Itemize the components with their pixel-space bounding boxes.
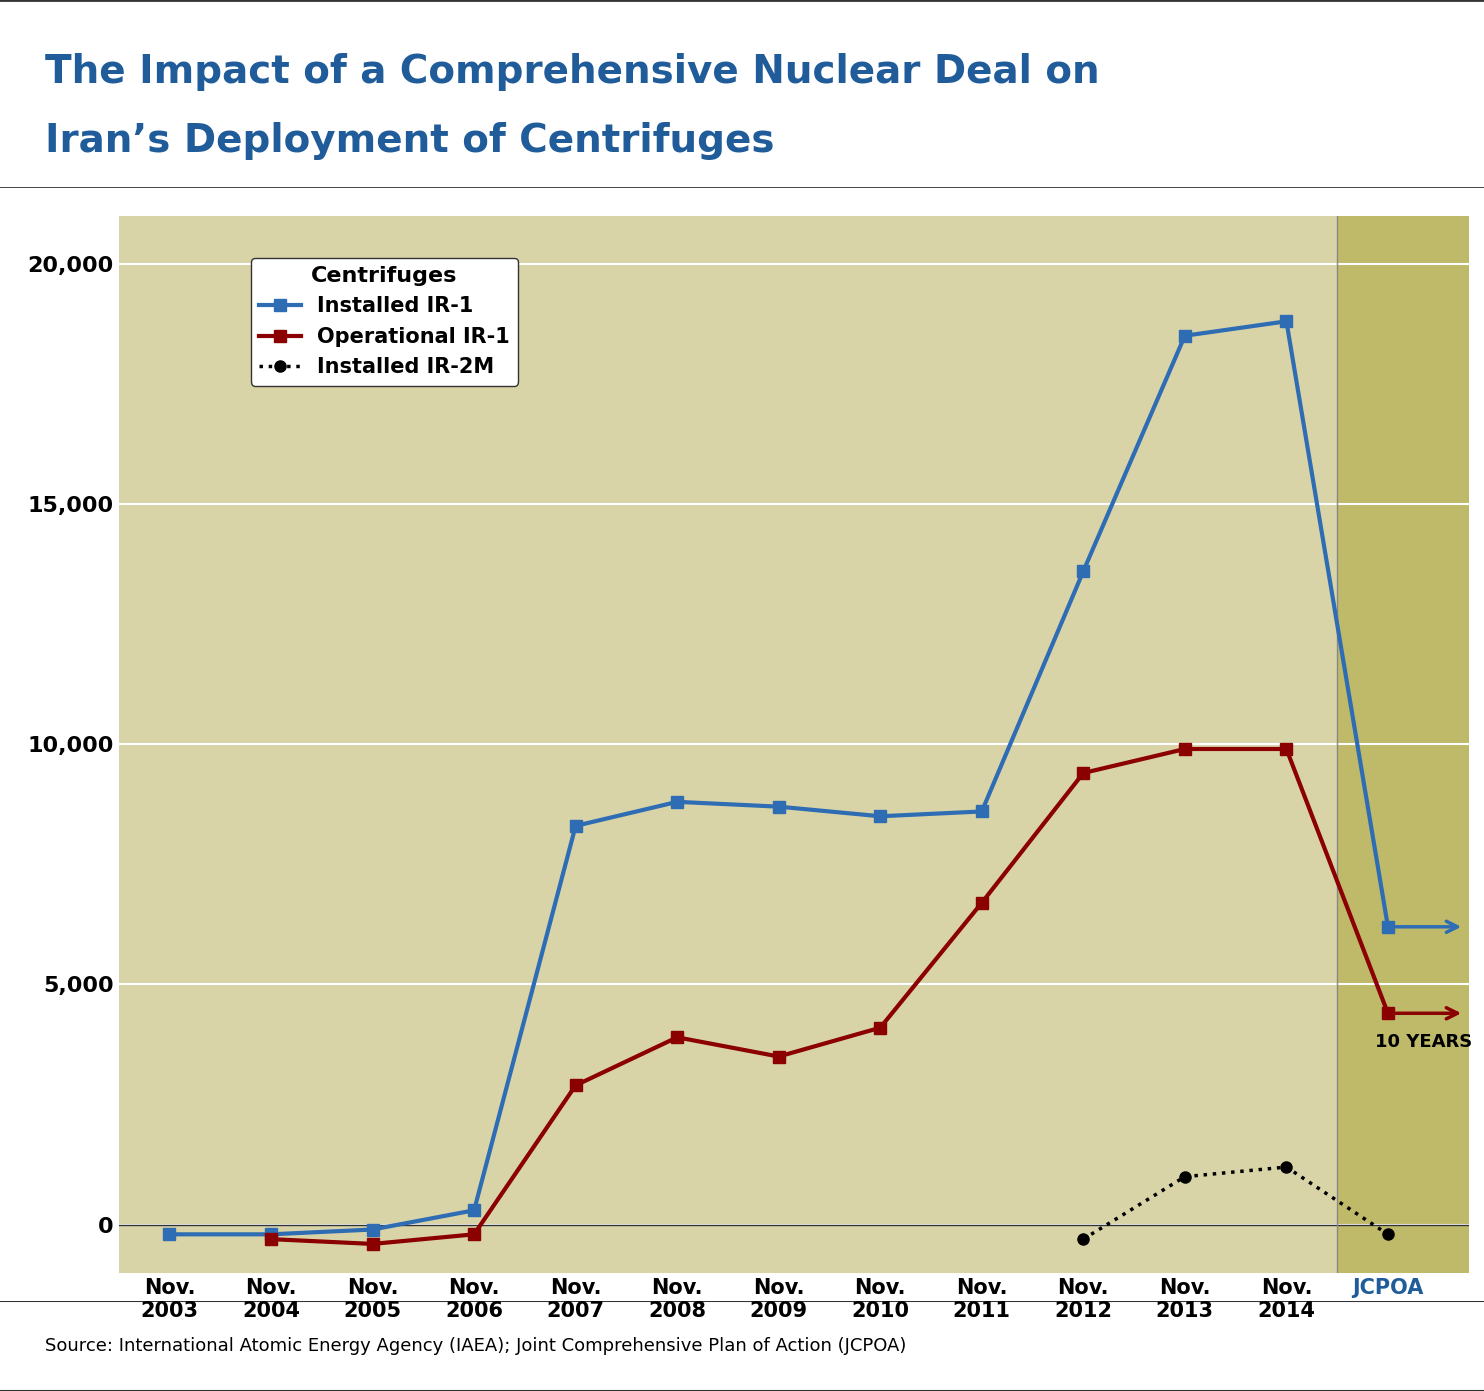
Text: 10 YEARS: 10 YEARS [1374,1032,1472,1050]
Text: Iran’s Deployment of Centrifuges: Iran’s Deployment of Centrifuges [45,122,775,160]
Text: Source: International Atomic Energy Agency (IAEA); Joint Comprehensive Plan of A: Source: International Atomic Energy Agen… [45,1337,905,1355]
Bar [1337,216,1469,1273]
Text: The Impact of a Comprehensive Nuclear Deal on: The Impact of a Comprehensive Nuclear De… [45,53,1100,90]
Legend: Installed IR-1, Operational IR-1, Installed IR-2M: Installed IR-1, Operational IR-1, Instal… [251,257,518,385]
